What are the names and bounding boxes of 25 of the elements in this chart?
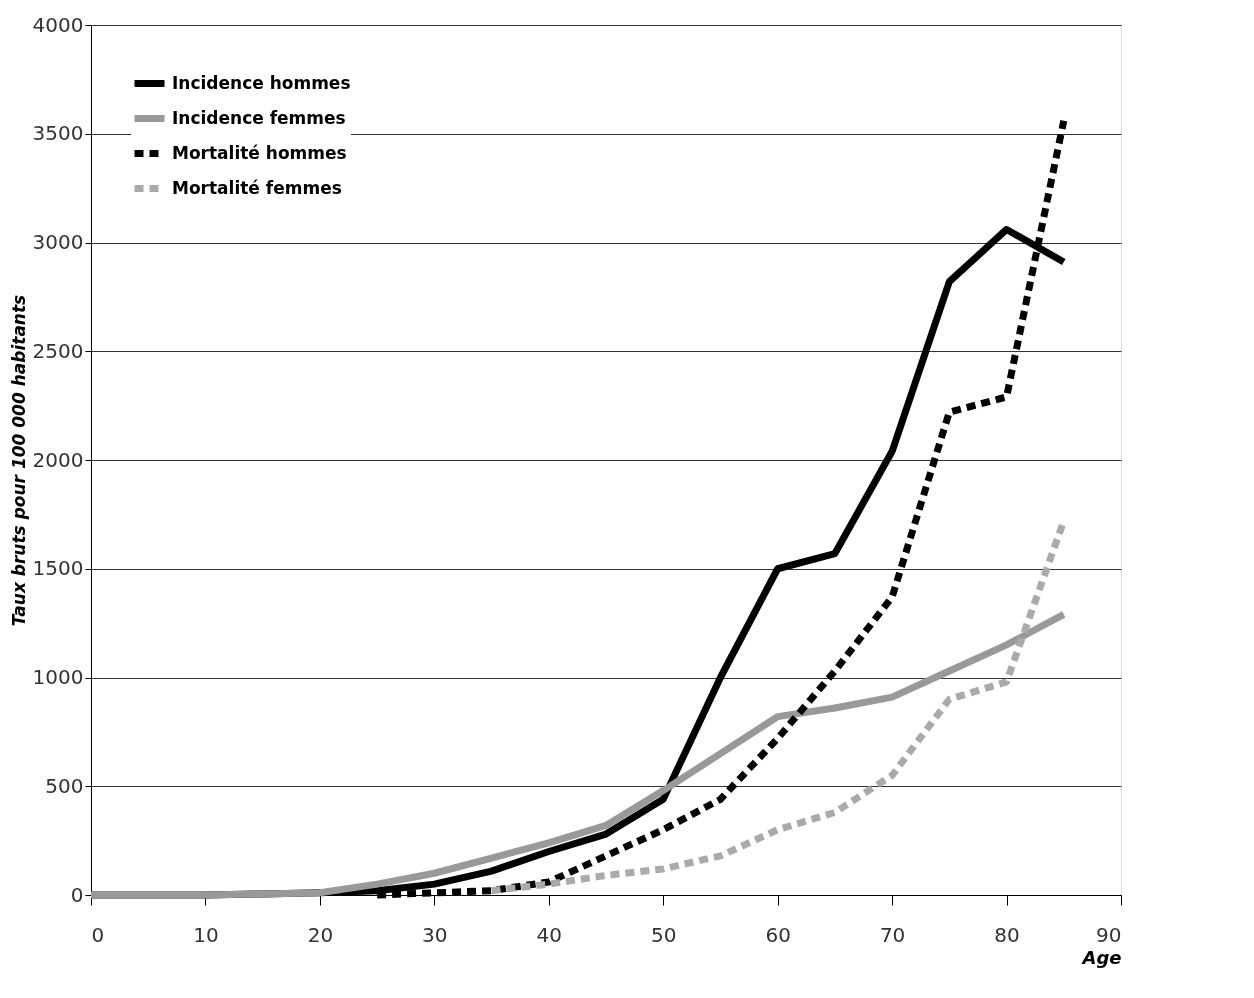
x-tick-label: 80 bbox=[994, 922, 1020, 947]
x-tick-label: 30 bbox=[422, 922, 448, 947]
x-tick-label: 40 bbox=[536, 922, 562, 947]
x-tick-label: 10 bbox=[193, 922, 219, 947]
legend-label: Mortalité hommes bbox=[172, 142, 347, 163]
legend-label: Incidence femmes bbox=[172, 107, 346, 128]
y-tick-label: 3500 bbox=[32, 121, 84, 146]
legend-label: Mortalité femmes bbox=[172, 177, 342, 198]
y-tick-label: 4000 bbox=[32, 12, 84, 37]
x-tick-label: 0 bbox=[91, 922, 105, 947]
y-tick-label: 2500 bbox=[32, 338, 84, 363]
x-tick-label: 50 bbox=[651, 922, 677, 947]
y-tick-label: 2000 bbox=[32, 447, 84, 472]
x-tick-label: 90 bbox=[1096, 922, 1122, 947]
legend-label: Incidence hommes bbox=[172, 72, 351, 93]
x-axis-title: Age bbox=[1080, 946, 1122, 968]
y-axis-title: Taux bruts pour 100 000 habitants bbox=[8, 294, 29, 627]
x-tick-label: 60 bbox=[765, 922, 791, 947]
y-tick-label: 3000 bbox=[32, 230, 84, 254]
y-tick-label: 0 bbox=[70, 882, 84, 907]
y-tick-label: 1500 bbox=[32, 556, 84, 581]
y-tick-label: 500 bbox=[45, 773, 84, 798]
x-tick-label: 20 bbox=[307, 922, 334, 947]
y-tick-label: 1000 bbox=[32, 665, 84, 689]
x-tick-label: 70 bbox=[879, 922, 906, 947]
